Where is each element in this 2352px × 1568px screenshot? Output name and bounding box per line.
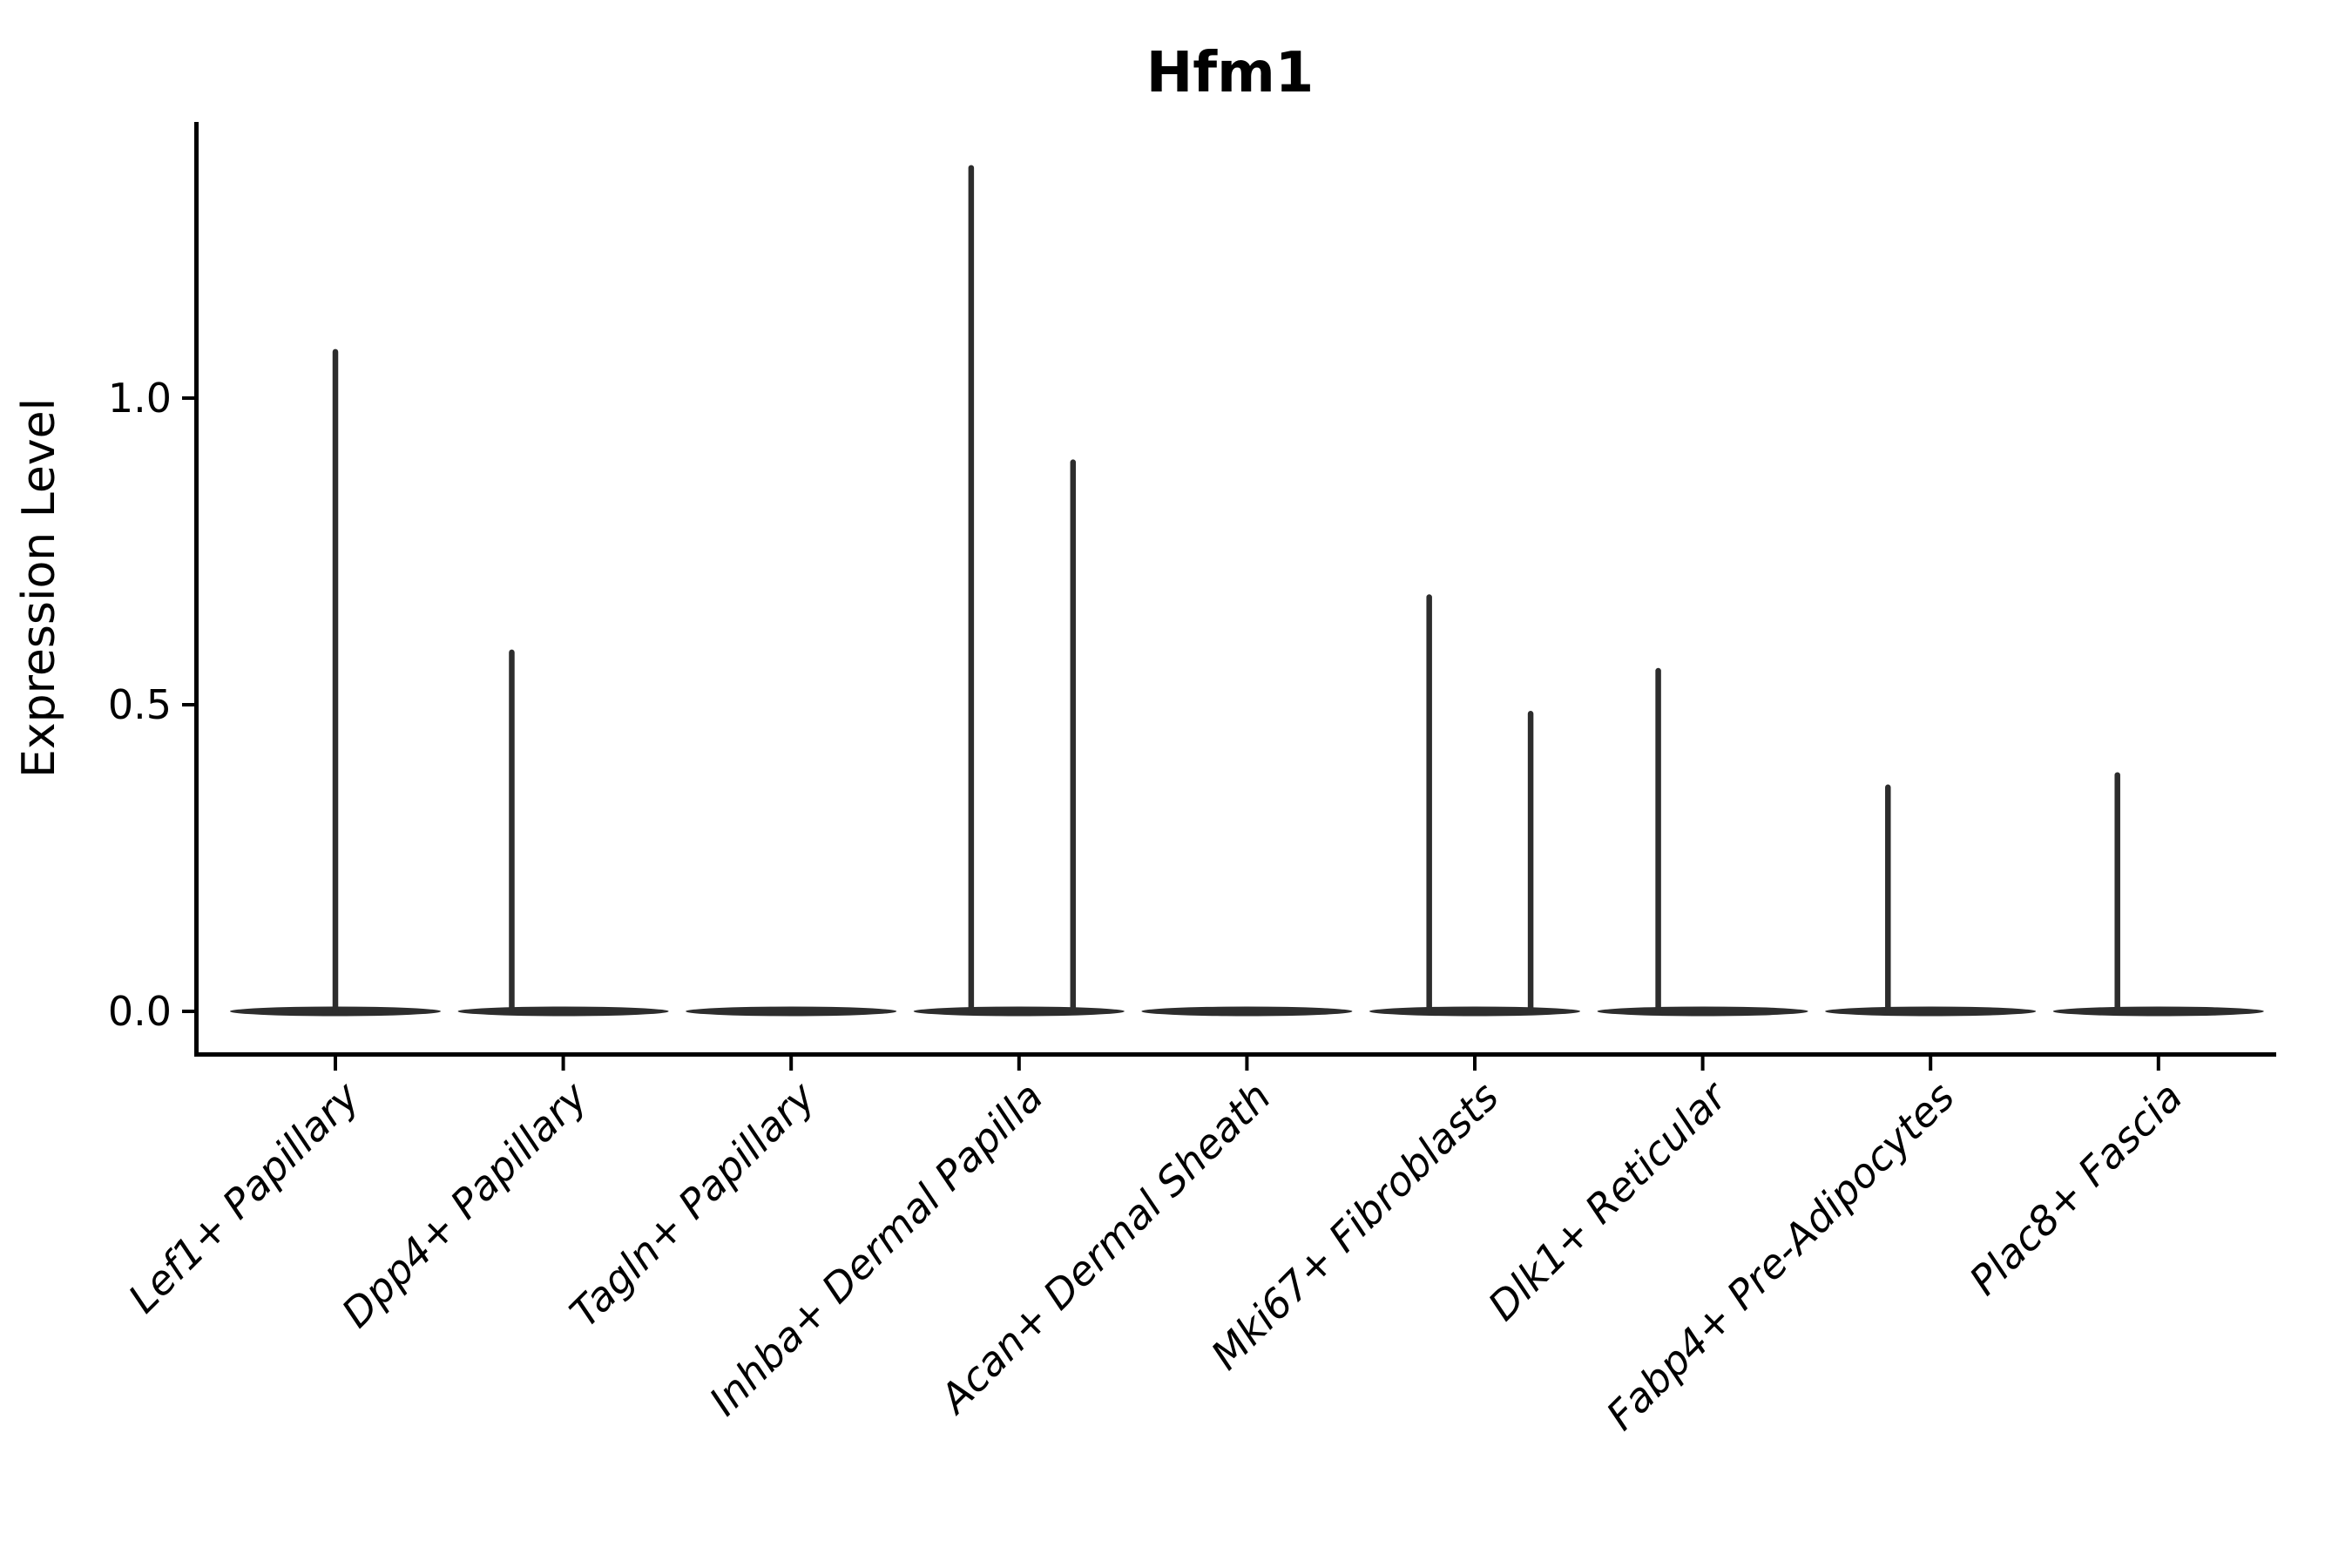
violin-band <box>686 1006 897 1017</box>
violin-band <box>1141 1006 1353 1017</box>
x-tick <box>789 1056 794 1071</box>
violin-band <box>913 1006 1125 1017</box>
y-tick-label: 0.0 <box>108 988 172 1035</box>
violin-acan-dermal-sheath <box>1141 1006 1353 1017</box>
violin-band <box>1825 1006 2037 1017</box>
y-tick-label: 0.5 <box>108 681 172 728</box>
violin-spike <box>332 348 339 1014</box>
violin-band <box>1597 1006 1808 1017</box>
y-axis-spine <box>194 122 199 1056</box>
y-axis-ticks: 0.0 0.5 1.0 <box>108 375 194 1035</box>
violin-inhba-dermal-papilla <box>913 165 1125 1017</box>
x-tick <box>1017 1056 1021 1071</box>
violin-band <box>1369 1006 1580 1017</box>
x-tick-label: Tagln+ Papillary <box>561 1072 825 1336</box>
violin-band <box>457 1006 669 1017</box>
x-tick-label: Dlk1+ Reticular <box>1479 1071 1738 1329</box>
violins <box>230 165 2264 1017</box>
x-tick-label: Dpp4+ Papillary <box>333 1072 597 1336</box>
x-tick-label: Plac8+ Fascia <box>1960 1073 2191 1304</box>
violin-spike <box>968 165 975 1015</box>
x-tick <box>1473 1056 1477 1071</box>
x-tick <box>334 1056 337 1071</box>
violin-spike <box>1655 667 1661 1014</box>
y-tick <box>182 703 194 706</box>
x-tick <box>1700 1056 1705 1071</box>
violin-spike <box>1527 711 1534 1014</box>
x-axis-spine <box>194 1052 2276 1057</box>
violin-fabp4-pre-adipocytes <box>1825 784 2037 1017</box>
x-tick-label: Lef1+ Papillary <box>119 1072 368 1321</box>
violin-spike <box>1426 594 1432 1014</box>
y-tick <box>182 396 194 400</box>
x-tick <box>1245 1056 1249 1071</box>
violin-plac8-fascia <box>2052 772 2264 1017</box>
y-axis-label: Expression Level <box>13 398 65 778</box>
y-tick-label: 1.0 <box>108 375 172 422</box>
violin-mki67-fibroblasts <box>1369 594 1580 1017</box>
violin-dpp4-papillary <box>457 649 669 1017</box>
violin-band <box>2052 1006 2264 1017</box>
violin-spike <box>2114 772 2120 1014</box>
violin-lef1-papillary <box>230 348 441 1017</box>
violin-dlk1-reticular <box>1597 667 1808 1017</box>
x-tick <box>1929 1056 1933 1071</box>
chart-title: Hfm1 <box>1146 41 1315 105</box>
y-tick <box>182 1010 194 1013</box>
x-tick <box>2156 1056 2160 1071</box>
violin-spike <box>509 649 515 1014</box>
x-tick <box>561 1056 565 1071</box>
violin-spike <box>1070 459 1077 1014</box>
violin-spike <box>1885 784 1891 1014</box>
violin-tagln-papillary <box>686 1006 897 1017</box>
